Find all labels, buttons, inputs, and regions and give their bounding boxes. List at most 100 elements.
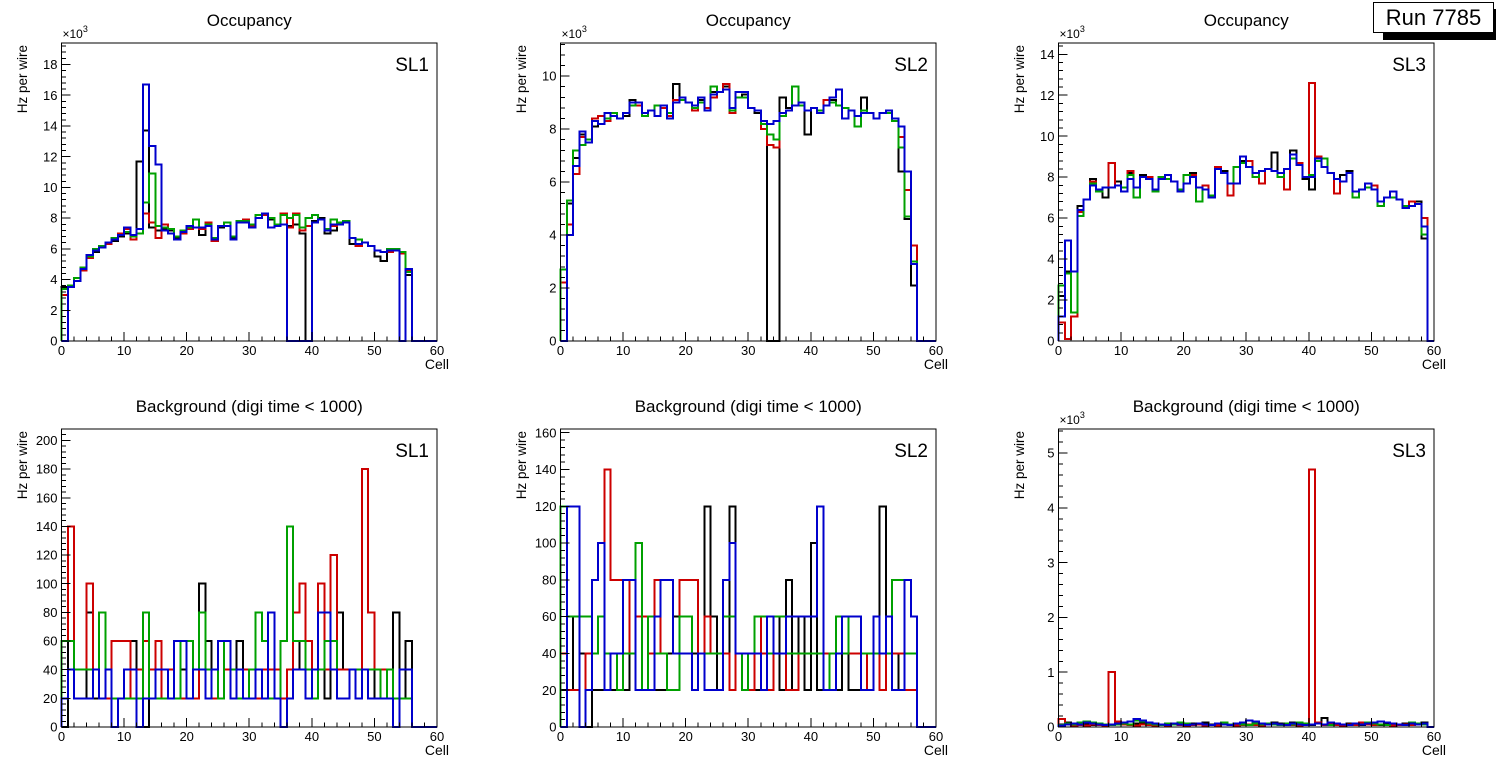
y-tick-label: 200 bbox=[36, 433, 58, 448]
x-tick-label: 0 bbox=[58, 729, 65, 744]
y-axis-title: Hz per wire bbox=[1012, 45, 1027, 113]
pad-background-sl1: 0 10 20 30 40 50 60 0 20 40 60 80 100 120 140 160 180 200… bbox=[15, 397, 449, 758]
y-tick-label: 0 bbox=[50, 334, 57, 349]
x-axis-title: Cell bbox=[1422, 742, 1446, 758]
x-tick-label: 10 bbox=[1114, 343, 1128, 358]
x-tick-label: 20 bbox=[179, 729, 193, 744]
y-tick-label: 2 bbox=[1048, 293, 1055, 308]
x-tick-label: 0 bbox=[557, 343, 564, 358]
pad-occupancy-sl2: 0 10 20 30 40 50 60 0 2 4 6 8 10 Occupancy SL2 Cell Hz p… bbox=[514, 11, 948, 372]
x-tick-label: 20 bbox=[1177, 343, 1191, 358]
y-tick-label: 0 bbox=[549, 334, 556, 349]
x-tick-label: 10 bbox=[616, 343, 630, 358]
x-tick-label: 50 bbox=[367, 343, 381, 358]
x-tick-label: 30 bbox=[1239, 729, 1253, 744]
y-tick-label: 14 bbox=[1040, 47, 1054, 62]
x-tick-label: 0 bbox=[1055, 729, 1062, 744]
x-tick-label: 30 bbox=[741, 343, 755, 358]
y-tick-label: 2 bbox=[549, 281, 556, 296]
x-tick-label: 60 bbox=[928, 729, 942, 744]
y-axis-scale-exponent: 3 bbox=[83, 24, 88, 34]
pad-label: SL1 bbox=[395, 441, 429, 462]
y-tick-label: 18 bbox=[43, 57, 57, 72]
y-tick-label: 20 bbox=[542, 683, 556, 698]
y-tick-label: 4 bbox=[1048, 500, 1055, 515]
x-tick-label: 20 bbox=[179, 343, 193, 358]
x-tick-label: 40 bbox=[1302, 729, 1316, 744]
pad-label: SL3 bbox=[1393, 55, 1427, 76]
run-number-text: Run 7785 bbox=[1385, 4, 1482, 30]
x-tick-label: 20 bbox=[678, 343, 692, 358]
y-tick-label: 6 bbox=[1048, 211, 1055, 226]
y-axis-scale-label: ×103 bbox=[1060, 410, 1085, 427]
y-tick-label: 1 bbox=[1048, 665, 1055, 680]
chart-title: Background (digi time < 1000) bbox=[136, 397, 363, 416]
x-tick-label: 50 bbox=[866, 343, 880, 358]
series-blue bbox=[1057, 153, 1435, 342]
y-tick-label: 40 bbox=[43, 662, 57, 677]
y-tick-label: 100 bbox=[534, 536, 556, 551]
x-tick-label: 20 bbox=[678, 729, 692, 744]
pad-label: SL3 bbox=[1393, 441, 1427, 462]
x-tick-label: 30 bbox=[741, 729, 755, 744]
y-axis-title: Hz per wire bbox=[514, 431, 529, 499]
y-tick-label: 100 bbox=[36, 576, 58, 591]
x-tick-label: 50 bbox=[866, 729, 880, 744]
x-tick-label: 10 bbox=[1114, 729, 1128, 744]
x-tick-label: 10 bbox=[117, 729, 131, 744]
x-tick-label: 20 bbox=[1177, 729, 1191, 744]
y-tick-label: 4 bbox=[1048, 252, 1055, 267]
y-tick-label: 4 bbox=[549, 228, 556, 243]
y-tick-label: 160 bbox=[36, 490, 58, 505]
y-tick-label: 2 bbox=[50, 303, 57, 318]
series-red bbox=[1057, 468, 1435, 728]
pad-occupancy-sl1: 0 10 20 30 40 50 60 0 2 4 6 8 10 12 14 16 18 Occupancy SL1… bbox=[15, 11, 449, 372]
y-tick-label: 12 bbox=[1040, 88, 1054, 103]
x-tick-label: 30 bbox=[1239, 343, 1253, 358]
y-axis-scale-label: ×103 bbox=[561, 24, 586, 41]
series-blue bbox=[61, 83, 437, 342]
y-axis-scale-label: ×103 bbox=[62, 24, 87, 41]
x-tick-label: 50 bbox=[1365, 343, 1379, 358]
y-tick-label: 5 bbox=[1048, 446, 1055, 461]
y-axis-scale-label: ×103 bbox=[1060, 24, 1085, 41]
y-tick-label: 40 bbox=[542, 646, 556, 661]
series-green bbox=[559, 85, 936, 342]
y-tick-label: 160 bbox=[534, 425, 556, 440]
y-tick-label: 20 bbox=[43, 691, 57, 706]
x-tick-label: 60 bbox=[1427, 343, 1441, 358]
series-black bbox=[560, 83, 936, 342]
pad-label: SL2 bbox=[894, 55, 928, 76]
y-tick-label: 10 bbox=[43, 180, 57, 195]
series-blue bbox=[560, 88, 936, 342]
y-tick-label: 6 bbox=[50, 241, 57, 256]
y-tick-label: 60 bbox=[43, 634, 57, 649]
y-tick-label: 0 bbox=[1048, 720, 1055, 735]
y-tick-label: 3 bbox=[1048, 555, 1055, 570]
y-tick-label: 80 bbox=[43, 605, 57, 620]
x-tick-label: 40 bbox=[803, 729, 817, 744]
x-tick-label: 30 bbox=[242, 343, 256, 358]
y-tick-label: 0 bbox=[50, 720, 57, 735]
chart-title: Occupancy bbox=[207, 11, 292, 30]
y-tick-label: 140 bbox=[534, 462, 556, 477]
chart-title: Background (digi time < 1000) bbox=[634, 397, 861, 416]
x-tick-label: 0 bbox=[1055, 343, 1062, 358]
x-axis-title: Cell bbox=[1422, 356, 1446, 372]
x-axis-title: Cell bbox=[425, 742, 449, 758]
x-axis-title: Cell bbox=[924, 356, 948, 372]
series-green bbox=[60, 525, 437, 728]
plot-frame bbox=[60, 42, 438, 342]
x-axis-title: Cell bbox=[425, 356, 449, 372]
x-tick-label: 30 bbox=[242, 729, 256, 744]
pad-label: SL2 bbox=[894, 441, 928, 462]
y-tick-label: 4 bbox=[50, 272, 57, 287]
y-tick-label: 80 bbox=[542, 572, 556, 587]
x-tick-label: 60 bbox=[430, 729, 444, 744]
y-tick-label: 12 bbox=[43, 149, 57, 164]
y-axis-title: Hz per wire bbox=[514, 45, 529, 113]
y-tick-label: 10 bbox=[1040, 129, 1054, 144]
y-axis-scale-exponent: 3 bbox=[1080, 24, 1085, 34]
y-tick-label: 8 bbox=[50, 211, 57, 226]
